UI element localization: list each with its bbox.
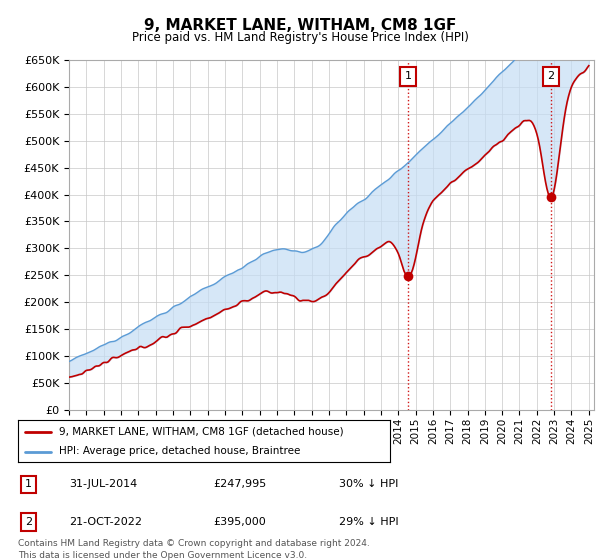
Text: 2: 2 <box>25 517 32 527</box>
Text: 9, MARKET LANE, WITHAM, CM8 1GF: 9, MARKET LANE, WITHAM, CM8 1GF <box>144 18 456 32</box>
Text: HPI: Average price, detached house, Braintree: HPI: Average price, detached house, Brai… <box>59 446 300 456</box>
Text: 2: 2 <box>547 71 554 81</box>
Text: 1: 1 <box>405 71 412 81</box>
Text: 21-OCT-2022: 21-OCT-2022 <box>69 517 142 527</box>
Text: £247,995: £247,995 <box>213 479 266 489</box>
Text: 31-JUL-2014: 31-JUL-2014 <box>69 479 137 489</box>
Text: 9, MARKET LANE, WITHAM, CM8 1GF (detached house): 9, MARKET LANE, WITHAM, CM8 1GF (detache… <box>59 427 344 437</box>
Text: 29% ↓ HPI: 29% ↓ HPI <box>339 517 398 527</box>
Text: Contains HM Land Registry data © Crown copyright and database right 2024.
This d: Contains HM Land Registry data © Crown c… <box>18 539 370 559</box>
Text: 1: 1 <box>25 479 32 489</box>
Text: Price paid vs. HM Land Registry's House Price Index (HPI): Price paid vs. HM Land Registry's House … <box>131 31 469 44</box>
Text: 30% ↓ HPI: 30% ↓ HPI <box>339 479 398 489</box>
Text: £395,000: £395,000 <box>213 517 266 527</box>
